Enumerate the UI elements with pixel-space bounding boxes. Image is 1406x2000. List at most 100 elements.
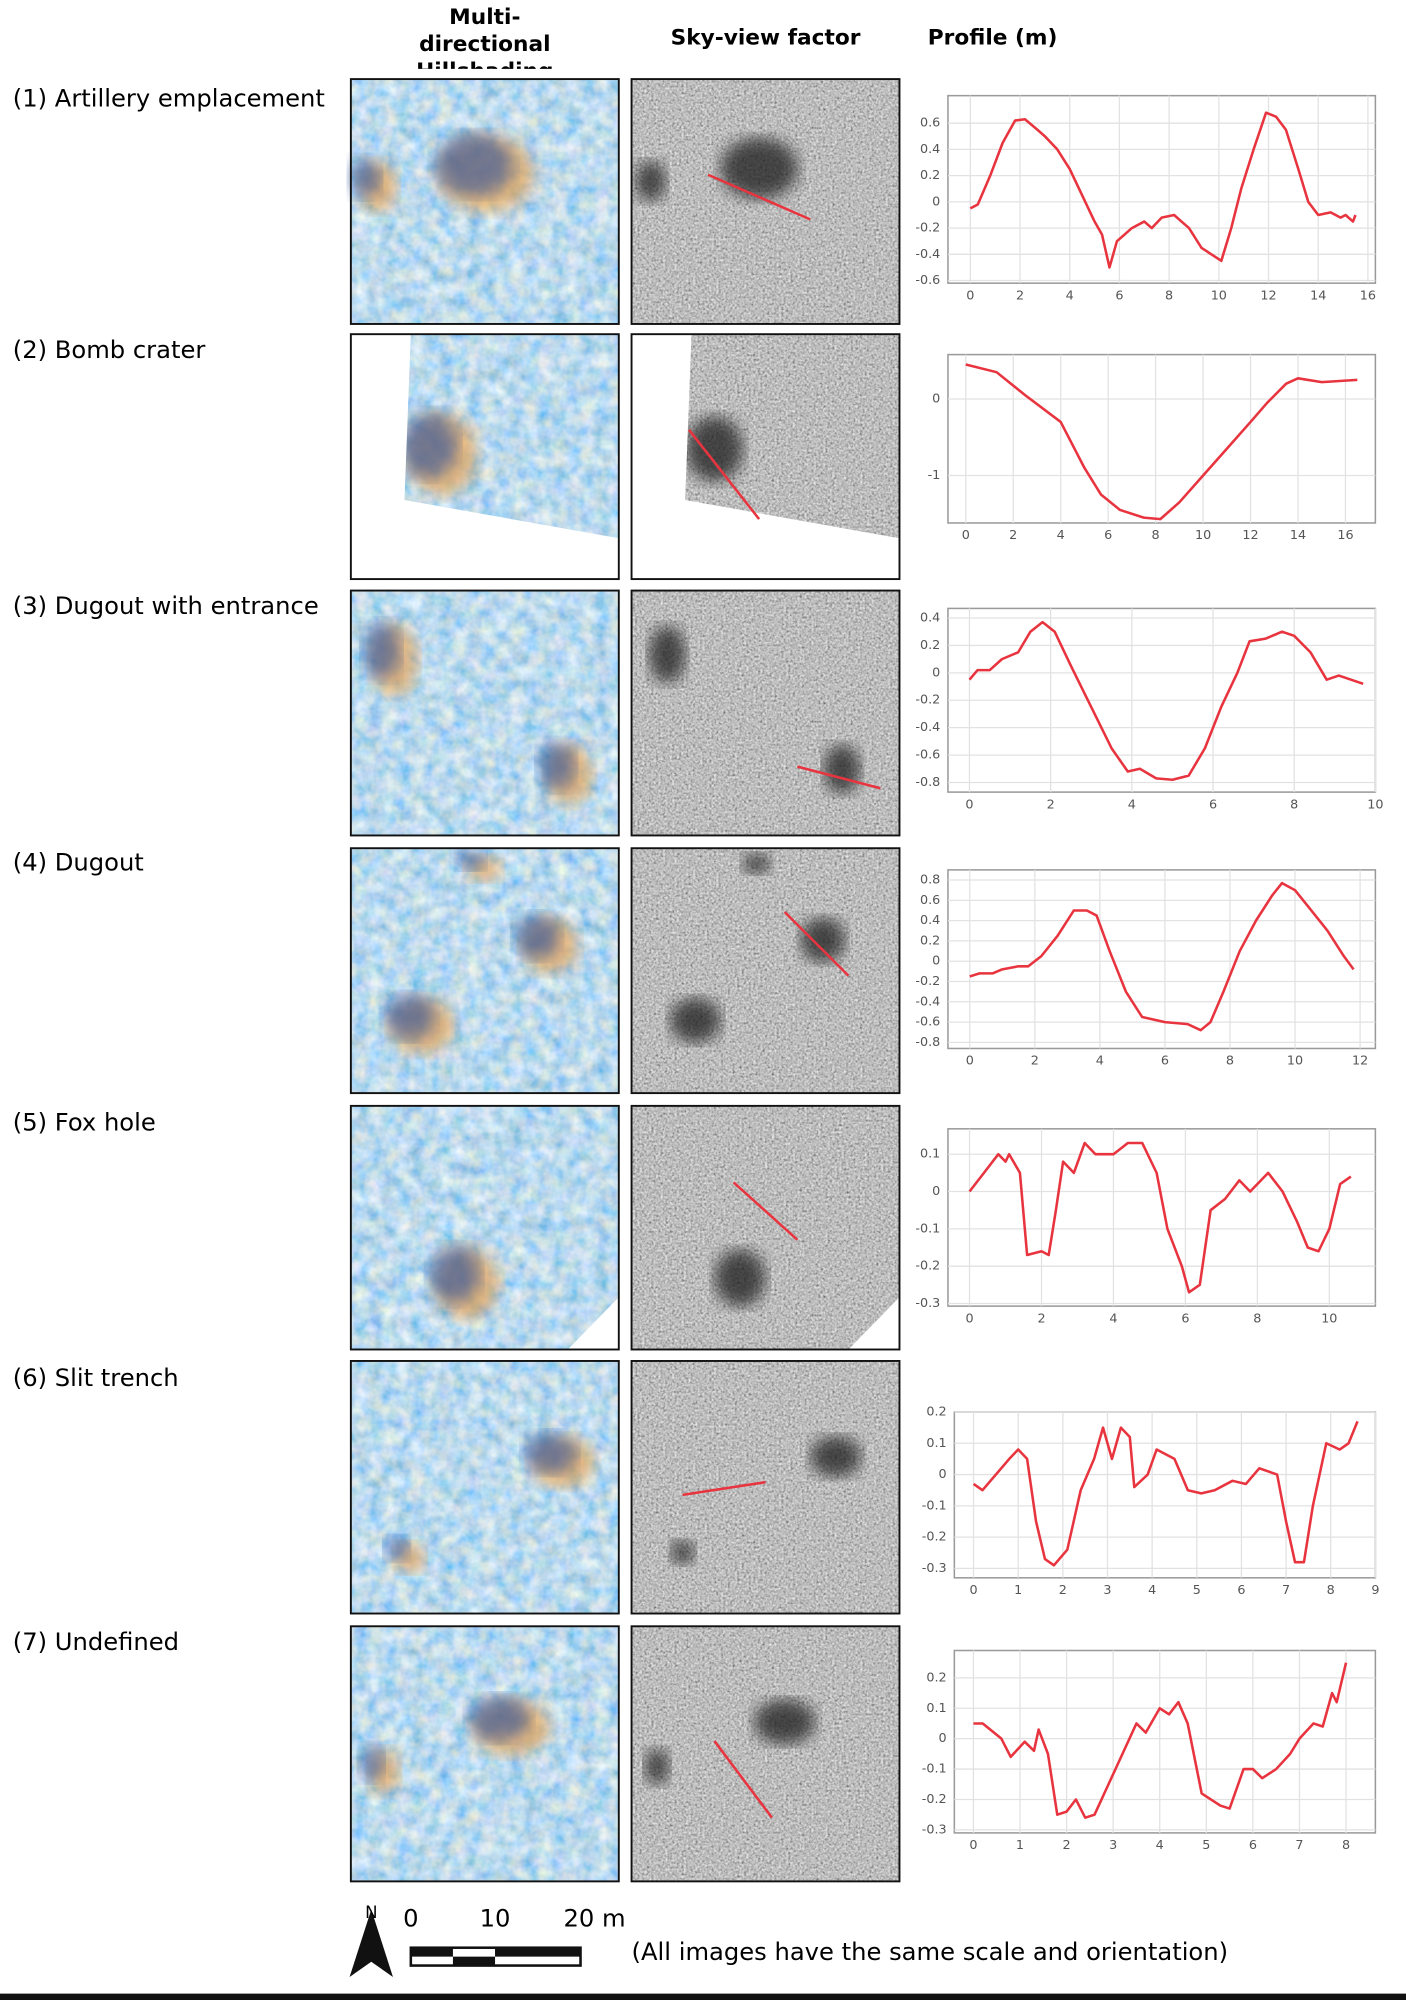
x-tick-label: 8 bbox=[1290, 797, 1298, 812]
x-tick-label: 2 bbox=[1047, 797, 1055, 812]
feature bbox=[363, 621, 400, 680]
x-tick-label: 12 bbox=[1242, 528, 1258, 543]
x-tick-label: 4 bbox=[1156, 1838, 1164, 1853]
y-tick-label: 0 bbox=[932, 194, 940, 209]
header-box: Multi-directional Hillshading bbox=[416, 5, 553, 69]
y-tick-label: -0.2 bbox=[915, 1259, 940, 1274]
note: (All images have the same scale and orie… bbox=[632, 1938, 1229, 1966]
hillshade-image bbox=[349, 1360, 620, 1615]
y-tick-label: 0.6 bbox=[920, 893, 940, 908]
y-tick-label: 0.6 bbox=[920, 116, 940, 131]
x-tick-label: 4 bbox=[1148, 1583, 1156, 1598]
y-tick-label: -0.2 bbox=[922, 1792, 947, 1807]
image-frame bbox=[349, 1104, 620, 1351]
feature bbox=[384, 1536, 410, 1561]
x-tick-label: 6 bbox=[1181, 1311, 1189, 1326]
x-tick-label: 5 bbox=[1193, 1583, 1201, 1598]
y-tick-label: -1 bbox=[928, 468, 941, 483]
texture bbox=[350, 1626, 619, 1882]
x-tick-label: 3 bbox=[1109, 1838, 1117, 1853]
feature bbox=[468, 1695, 530, 1741]
x-tick-label: 4 bbox=[1096, 1054, 1104, 1069]
hillshade-image bbox=[349, 847, 620, 1095]
x-tick-label: 8 bbox=[1152, 528, 1160, 543]
y-tick-label: -0.6 bbox=[915, 748, 940, 763]
texture bbox=[631, 1626, 900, 1882]
x-tick-label: 16 bbox=[1337, 528, 1353, 543]
y-tick-label: -0.4 bbox=[915, 994, 940, 1009]
feature bbox=[823, 744, 861, 794]
profile-line bbox=[973, 1662, 1348, 1819]
image-frame bbox=[630, 333, 901, 581]
x-tick-label: 0 bbox=[965, 797, 973, 812]
column-header: Multi-directional Hillshading bbox=[416, 5, 553, 69]
x-tick-label: 0 bbox=[965, 1311, 973, 1326]
north-label: N bbox=[365, 1903, 377, 1922]
feature bbox=[384, 994, 436, 1040]
svf-image bbox=[630, 847, 901, 1095]
image-frame bbox=[349, 333, 620, 581]
profile-line bbox=[969, 881, 1355, 1032]
profile-line bbox=[965, 363, 1358, 521]
row-label: (7) Undefined bbox=[13, 1628, 179, 1656]
x-tick-label: 10 bbox=[1287, 1054, 1303, 1069]
y-tick-label: 0.1 bbox=[926, 1436, 946, 1451]
x-tick-label: 4 bbox=[1128, 797, 1136, 812]
x-tick-label: 10 bbox=[1321, 1311, 1337, 1326]
plot-area bbox=[947, 353, 1377, 524]
feature bbox=[669, 997, 721, 1043]
scale-bar-segment bbox=[452, 1956, 496, 1966]
y-tick-label: -0.3 bbox=[915, 1296, 940, 1311]
x-tick-label: 2 bbox=[1063, 1838, 1071, 1853]
image-frame bbox=[349, 1625, 620, 1883]
svf-image bbox=[630, 1360, 901, 1615]
x-tick-label: 2 bbox=[1037, 1311, 1045, 1326]
y-tick-label: -0.1 bbox=[922, 1762, 947, 1777]
x-tick-label: 1 bbox=[1016, 1838, 1024, 1853]
feature bbox=[648, 625, 686, 683]
feature bbox=[434, 133, 513, 196]
x-tick-label: 12 bbox=[1352, 1054, 1368, 1069]
scale-bar-segment bbox=[410, 1947, 453, 1957]
x-tick-label: 14 bbox=[1310, 288, 1326, 303]
y-tick-label: 0.4 bbox=[920, 611, 940, 626]
feature bbox=[514, 913, 560, 959]
image-frame bbox=[630, 1625, 901, 1883]
no-data bbox=[631, 334, 900, 580]
texture bbox=[631, 848, 900, 1094]
x-tick-label: 6 bbox=[1249, 1838, 1257, 1853]
x-tick-label: 16 bbox=[1360, 288, 1376, 303]
y-tick-label: 0.2 bbox=[920, 168, 940, 183]
x-tick-label: 4 bbox=[1057, 528, 1065, 543]
image-frame bbox=[349, 1360, 620, 1615]
svf-image bbox=[630, 1104, 901, 1351]
x-tick-label: 7 bbox=[1282, 1583, 1290, 1598]
x-tick-label: 8 bbox=[1165, 288, 1173, 303]
y-tick-label: -0.2 bbox=[915, 221, 940, 236]
plot-area bbox=[947, 1128, 1377, 1307]
x-tick-label: 2 bbox=[1031, 1054, 1039, 1069]
x-tick-label: 8 bbox=[1327, 1583, 1335, 1598]
x-tick-label: 4 bbox=[1066, 288, 1074, 303]
x-tick-label: 9 bbox=[1371, 1583, 1379, 1598]
no-data bbox=[350, 334, 619, 580]
x-tick-label: 0 bbox=[969, 1838, 977, 1853]
profile-line bbox=[969, 111, 1357, 269]
feature bbox=[359, 1744, 384, 1782]
texture bbox=[350, 1105, 619, 1350]
profile-line bbox=[682, 1480, 766, 1497]
hillshade-image bbox=[349, 589, 620, 837]
scale-label: 20 m bbox=[563, 1905, 625, 1933]
feature bbox=[670, 1540, 695, 1565]
feature bbox=[400, 412, 458, 478]
texture bbox=[631, 79, 900, 324]
y-tick-label: -0.1 bbox=[922, 1498, 947, 1513]
x-tick-label: 8 bbox=[1342, 1838, 1350, 1853]
image-frame bbox=[630, 847, 901, 1095]
x-tick-label: 6 bbox=[1104, 528, 1112, 543]
column-header: Sky-view factor bbox=[671, 25, 861, 50]
texture bbox=[350, 848, 619, 1094]
y-tick-label: -0.3 bbox=[922, 1561, 947, 1576]
image-frame bbox=[630, 589, 901, 837]
